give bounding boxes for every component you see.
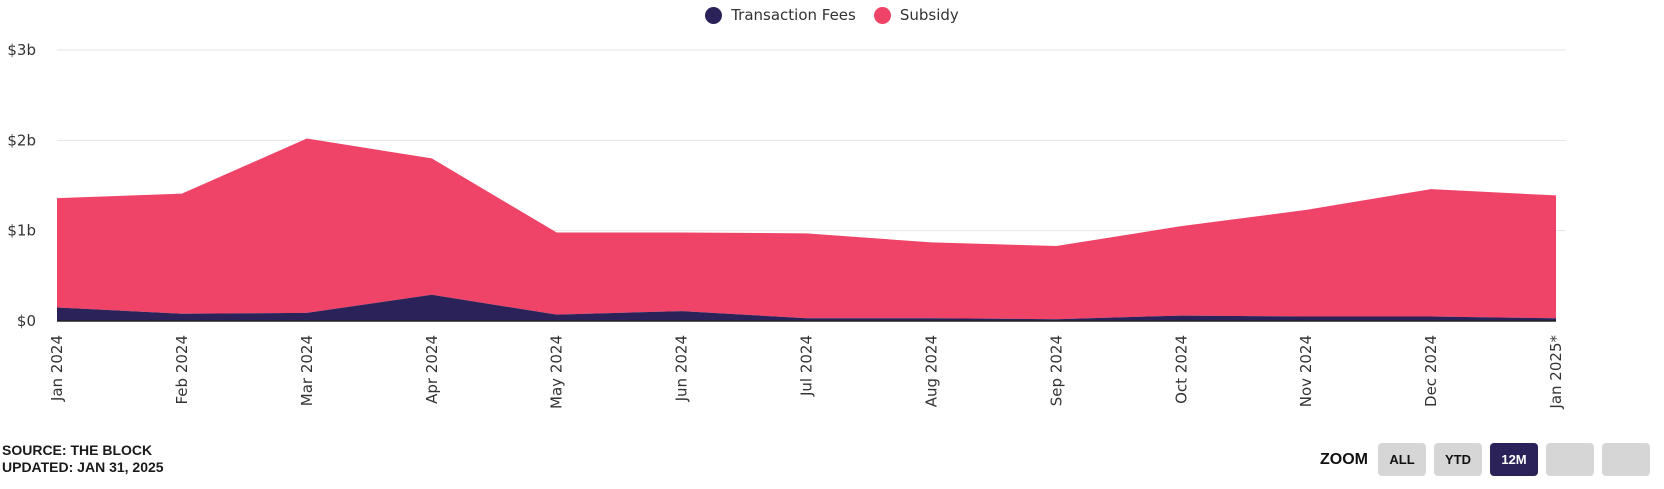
legend-item-transaction-fees[interactable]: Transaction Fees xyxy=(705,6,856,24)
x-tick-label: May 2024 xyxy=(548,335,566,409)
x-tick-label: Jul 2024 xyxy=(798,335,816,397)
x-tick-label: Aug 2024 xyxy=(922,335,940,407)
legend-label-subsidy: Subsidy xyxy=(899,6,959,24)
zoom-controls: ZOOM ALL YTD 12M xyxy=(1320,443,1650,476)
legend-label-transaction-fees: Transaction Fees xyxy=(731,6,856,24)
x-tick-label: Dec 2024 xyxy=(1422,335,1440,407)
y-tick-label: $2b xyxy=(7,131,36,149)
legend-item-subsidy[interactable]: Subsidy xyxy=(873,6,959,24)
legend: Transaction Fees Subsidy xyxy=(0,6,1664,24)
x-tick-label: Mar 2024 xyxy=(298,335,316,406)
zoom-blank-button-2[interactable] xyxy=(1602,443,1650,476)
zoom-blank-button-1[interactable] xyxy=(1546,443,1594,476)
area-transaction-fees[interactable] xyxy=(57,294,1556,321)
x-tick-label: Oct 2024 xyxy=(1172,335,1190,404)
series-areas xyxy=(57,138,1556,322)
x-tick-label: Nov 2024 xyxy=(1297,335,1315,407)
legend-swatch-subsidy xyxy=(873,6,891,24)
zoom-ytd-button[interactable]: YTD xyxy=(1434,443,1482,476)
source-footer: SOURCE: THE BLOCK UPDATED: JAN 31, 2025 xyxy=(2,442,164,476)
x-tick-label: Jan 2024 xyxy=(48,335,66,402)
y-axis: $0 $1b $2b $3b xyxy=(7,41,36,330)
y-tick-label: $3b xyxy=(7,41,36,59)
x-tick-label: Sep 2024 xyxy=(1047,335,1065,406)
zoom-12m-button[interactable]: 12M xyxy=(1490,443,1538,476)
zoom-label: ZOOM xyxy=(1320,450,1368,468)
x-tick-label: Jan 2025* xyxy=(1547,335,1565,410)
x-tick-label: Apr 2024 xyxy=(423,335,441,404)
x-axis: Jan 2024 Feb 2024 Mar 2024 Apr 2024 May 2024… xyxy=(48,335,1565,410)
area-subsidy[interactable] xyxy=(57,138,1556,320)
legend-swatch-transaction-fees xyxy=(705,6,723,24)
x-tick-label: Feb 2024 xyxy=(173,335,191,405)
y-tick-label: $1b xyxy=(7,222,36,240)
source-text: SOURCE: THE BLOCK xyxy=(2,442,153,458)
x-tick-label: Jun 2024 xyxy=(673,335,691,402)
zoom-all-button[interactable]: ALL xyxy=(1378,443,1426,476)
updated-text: UPDATED: JAN 31, 2025 xyxy=(2,459,164,475)
y-tick-label: $0 xyxy=(17,312,36,330)
